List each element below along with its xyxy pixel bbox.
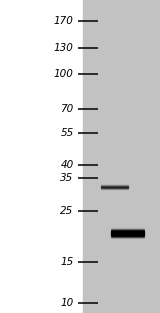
Text: 10: 10 [60,298,74,308]
Text: 25: 25 [60,207,74,217]
Text: 55: 55 [60,128,74,138]
Text: 35: 35 [60,173,74,183]
Bar [83,0,160,313]
Text: 100: 100 [54,69,74,79]
Text: 15: 15 [60,257,74,267]
Text: 130: 130 [54,43,74,53]
Text: 40: 40 [60,160,74,170]
Text: 170: 170 [54,16,74,26]
Text: 70: 70 [60,104,74,114]
